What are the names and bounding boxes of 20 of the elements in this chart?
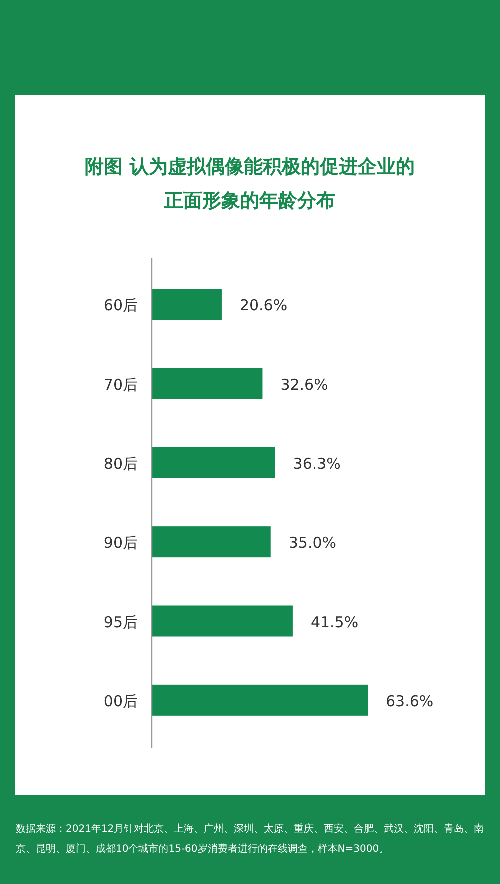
chart-title: 附图 认为虚拟偶像能积极的促进企业的正面形象的年龄分布 bbox=[84, 155, 416, 214]
data-label: 32.6% bbox=[280, 376, 328, 394]
bar bbox=[152, 289, 222, 320]
bar bbox=[152, 368, 263, 400]
bar bbox=[152, 606, 293, 637]
data-label: 41.5% bbox=[310, 613, 359, 632]
bar bbox=[152, 447, 276, 478]
y-tick-label: 90后 bbox=[104, 534, 138, 552]
data-label: 20.6% bbox=[240, 296, 288, 315]
y-tick-label: 60后 bbox=[104, 296, 138, 315]
data-label: 35.0% bbox=[288, 534, 337, 552]
data-label: 63.6% bbox=[386, 692, 434, 710]
y-tick-label: 80后 bbox=[104, 454, 138, 473]
source-note: 数据来源：2021年12月针对北京、上海、广州、深圳、太原、重庆、西安、合肥、武汉、沈阳、青岛、南京、昆明、厦门、成都10个城市的15-60岁消费者进行的在线调查，样本N=3000。 bbox=[16, 822, 486, 857]
bar bbox=[152, 684, 368, 716]
y-tick-label: 95后 bbox=[104, 613, 138, 632]
data-label: 36.3% bbox=[293, 454, 341, 473]
y-tick-label: 70后 bbox=[104, 376, 138, 394]
y-tick-label: 00后 bbox=[104, 692, 138, 710]
bar bbox=[152, 526, 271, 558]
